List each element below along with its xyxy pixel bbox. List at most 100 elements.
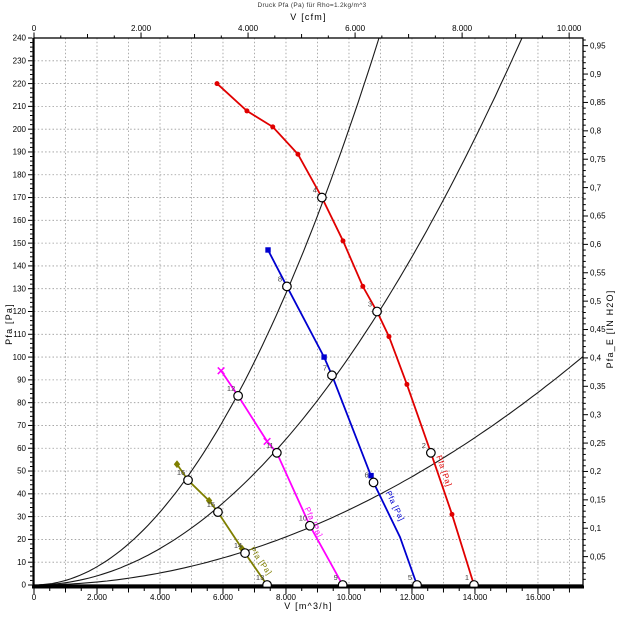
right-tick-label: 0,25 [590, 439, 606, 448]
left-tick-label: 130 [13, 284, 27, 293]
operating-point-8 [282, 281, 292, 292]
data-point-marker [205, 496, 213, 505]
operating-point-label: 16 [177, 468, 185, 477]
operating-point-13 [262, 580, 272, 587]
left-tick-label: 200 [13, 125, 27, 134]
left-tick-label: 140 [13, 262, 27, 271]
operating-point-15 [213, 507, 223, 517]
operating-point-label: 12 [227, 384, 235, 393]
left-tick-label: 40 [17, 490, 26, 499]
operating-point-9 [337, 580, 348, 587]
operating-point-10 [305, 520, 315, 531]
data-point-marker [340, 238, 346, 244]
left-tick-label: 10 [17, 558, 26, 567]
right-tick-label: 0,05 [590, 552, 606, 561]
bottom-tick-label: 12.000 [400, 593, 425, 602]
operating-point-label: 6 [364, 470, 368, 479]
bottom-tick-label: 10.000 [337, 593, 362, 602]
data-point-marker [270, 124, 276, 130]
data-point-marker [244, 108, 250, 114]
right-tick-label: 0,95 [590, 41, 606, 50]
operating-point-4 [316, 192, 327, 203]
bottom-tick-label: 8.000 [276, 593, 297, 602]
left-tick-label: 100 [13, 353, 27, 362]
left-tick-label: 120 [13, 307, 27, 316]
left-tick-label: 80 [17, 398, 26, 407]
left-tick-label: 160 [13, 216, 27, 225]
left-tick-label: 90 [17, 376, 26, 385]
data-point-marker [386, 334, 392, 340]
right-tick-label: 0,5 [590, 297, 602, 306]
operating-point-label: 9 [334, 573, 338, 582]
top-tick-label: 0 [32, 24, 37, 33]
chart-title: Druck Pfa (Pa) für Rho=1.2kg/m^3 [257, 2, 367, 9]
axis-ticks [28, 32, 588, 594]
data-point-marker [404, 381, 410, 387]
right-tick-label: 0,35 [590, 382, 606, 391]
fan-curve-speed-2-inline-label: Pfa [Pa] [384, 489, 406, 522]
data-point-marker [321, 354, 327, 360]
right-tick-label: 0,9 [590, 70, 602, 79]
left-tick-label: 70 [17, 421, 26, 430]
left-tick-label: 110 [13, 330, 26, 339]
top-axis-label: V [cfm] [290, 12, 327, 22]
data-point-marker [217, 366, 225, 375]
bottom-tick-label: 0 [32, 593, 37, 602]
top-tick-label: 8.000 [452, 24, 473, 33]
left-tick-label: 210 [13, 102, 27, 111]
left-tick-label: 230 [13, 56, 27, 65]
left-tick-label: 170 [13, 193, 27, 202]
fan-curve-speed-3 [220, 370, 344, 586]
bottom-tick-label: 2.000 [87, 593, 108, 602]
data-point-marker [449, 511, 455, 517]
operating-point-11 [271, 447, 282, 458]
operating-point-7 [327, 370, 337, 381]
bottom-tick-label: 16.000 [526, 593, 551, 602]
left-tick-label: 220 [13, 79, 27, 88]
right-tick-label: 0,3 [590, 410, 602, 419]
operating-point-12 [233, 390, 244, 401]
right-tick-label: 0,8 [590, 127, 602, 136]
axis-tick-labels: 0 2.000 4.000 6.000 8.000 10.000 12.000 14.000 1… [13, 24, 606, 602]
right-tick-label: 0,7 [590, 183, 602, 192]
right-tick-label: 0,45 [590, 325, 606, 334]
left-tick-label: 180 [13, 170, 27, 179]
bottom-tick-label: 4.000 [150, 593, 171, 602]
left-tick-label: 240 [13, 34, 27, 43]
right-tick-label: 0,85 [590, 98, 606, 107]
top-tick-label: 4.000 [238, 24, 259, 33]
bottom-tick-label: 14.000 [463, 593, 488, 602]
operating-point-14 [240, 548, 250, 558]
operating-point-label: 11 [266, 441, 274, 450]
data-point-marker [173, 460, 181, 469]
operating-point-1 [469, 580, 479, 587]
operating-point-3 [372, 306, 382, 317]
operating-point-label: 13 [256, 573, 264, 582]
operating-point-label: 14 [234, 541, 242, 550]
left-tick-label: 0 [22, 581, 27, 590]
operating-point-5 [412, 580, 422, 587]
top-tick-label: 10.000 [557, 24, 582, 33]
grid-lines [34, 38, 583, 585]
data-point-marker [295, 151, 301, 157]
system-curve-mid [34, 37, 523, 586]
right-tick-label: 0,4 [590, 354, 602, 363]
right-tick-label: 0,15 [590, 496, 606, 505]
right-tick-label: 0,55 [590, 268, 606, 277]
operating-point-label: 4 [313, 186, 317, 195]
operating-point-label: 1 [465, 573, 469, 582]
top-tick-label: 6.000 [345, 24, 366, 33]
data-point-marker [265, 247, 271, 253]
right-tick-label: 0,75 [590, 155, 606, 164]
fan-curve-speed-2-markers [265, 247, 374, 479]
data-point-marker [360, 283, 366, 289]
right-tick-label: 0,2 [590, 467, 602, 476]
data-point-marker [368, 472, 374, 479]
data-point-marker [263, 437, 271, 446]
left-tick-label: 50 [17, 467, 26, 476]
right-tick-label: 0,65 [590, 212, 606, 221]
bottom-tick-label: 6.000 [213, 593, 234, 602]
operating-point-16 [183, 475, 193, 486]
operating-point-label: 3 [368, 300, 372, 309]
